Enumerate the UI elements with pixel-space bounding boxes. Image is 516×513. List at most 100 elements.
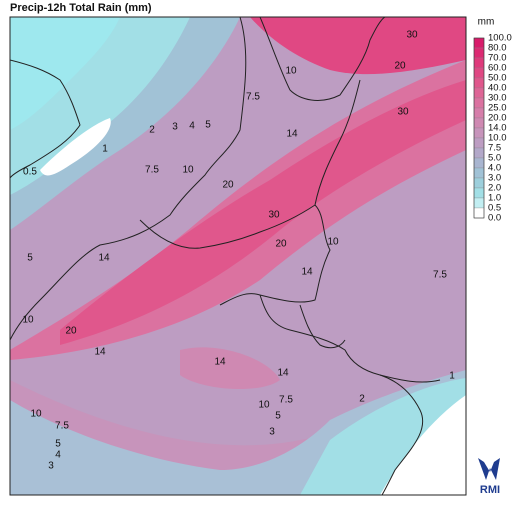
contour-label: 10: [22, 315, 34, 326]
wet-patch: [180, 347, 280, 390]
legend-swatch: [473, 157, 485, 169]
coastline: [259, 17, 386, 101]
contour-label: 20: [65, 326, 77, 337]
legend-swatch: [473, 147, 485, 159]
border: [139, 204, 331, 306]
coastline: [10, 17, 247, 341]
contour-label: 7.5: [246, 92, 260, 103]
contour-label: 14: [98, 253, 110, 264]
legend-label: 1.0: [488, 193, 501, 204]
contour-label: 7.5: [279, 395, 293, 406]
contour-label: 20: [222, 180, 234, 191]
contour-label: 14: [277, 368, 289, 379]
legend-label: 4.0: [488, 163, 501, 174]
contour-label: 2: [359, 394, 365, 405]
legend-label: 60.0: [488, 63, 507, 74]
legend-swatch: [473, 57, 485, 69]
contour-label: 1: [102, 144, 108, 155]
legend-swatch: [473, 47, 485, 59]
legend-swatch: [473, 107, 485, 119]
legend-label: 25.0: [488, 103, 507, 114]
legend-label: 100.0: [488, 33, 512, 44]
border: [259, 294, 441, 383]
title: Precip-12h Total Rain (mm): [10, 2, 152, 14]
legend-label: 5.0: [488, 153, 501, 164]
legend-label: 3.0: [488, 173, 501, 184]
legend-swatch: [473, 87, 485, 99]
map: [10, 17, 466, 495]
contour-label: 20: [275, 239, 287, 250]
legend-swatch: [473, 177, 485, 189]
map-frame: [9, 16, 467, 496]
border: [379, 374, 424, 495]
contour-label: 4: [55, 450, 61, 461]
border: [314, 79, 361, 206]
legend-swatch: [473, 97, 485, 109]
contour-label: 5: [27, 253, 33, 264]
border: [299, 304, 346, 349]
contour-label: 7.5: [433, 270, 447, 281]
contour-label: 14: [301, 267, 313, 278]
logo-text: RMI: [480, 484, 500, 496]
wet-core: [60, 80, 466, 345]
legend-label: 0.0: [488, 213, 501, 224]
legend-label: 0.5: [488, 203, 501, 214]
legend-label: 80.0: [488, 43, 507, 54]
contour-label: 10: [285, 66, 297, 77]
contour-label: 10: [182, 165, 194, 176]
contour-label: 30: [397, 107, 409, 118]
wet-core: [250, 17, 466, 75]
legend-swatch: [473, 117, 485, 129]
legend-label: 2.0: [488, 183, 501, 194]
contour-label: 14: [286, 129, 298, 140]
contour-label: 14: [94, 347, 106, 358]
legend-label: 30.0: [488, 93, 507, 104]
legend-swatch: [473, 207, 485, 219]
legend-swatch: [473, 167, 485, 179]
legend-unit: mm: [478, 17, 495, 28]
legend-label: 14.0: [488, 123, 507, 134]
legend-swatch: [473, 137, 485, 149]
contour-label: 30: [268, 210, 280, 221]
contour-label: 30: [406, 30, 418, 41]
dry-area: [380, 395, 466, 495]
contour-label: 0.5: [23, 167, 37, 178]
legend-label: 20.0: [488, 113, 507, 124]
logo-mark: [478, 458, 500, 480]
contour-label: 5: [55, 439, 61, 450]
contour-label: 14: [214, 357, 226, 368]
legend: 100.080.070.060.050.040.030.025.020.014.…: [473, 33, 512, 224]
logo: RMI: [478, 458, 500, 496]
contour-label: 10: [258, 400, 270, 411]
contour-label: 2: [149, 125, 155, 136]
legend-label: 7.5: [488, 143, 501, 154]
legend-swatch: [473, 127, 485, 139]
legend-swatch: [473, 77, 485, 89]
contour-label: 10: [30, 409, 42, 420]
legend-frame: [473, 37, 485, 219]
contour-label: 20: [394, 61, 406, 72]
legend-label: 70.0: [488, 53, 507, 64]
contour-label: 3: [269, 427, 275, 438]
legend-swatch: [473, 67, 485, 79]
coastline: [10, 59, 81, 179]
legend-swatch: [473, 197, 485, 209]
legend-swatch: [473, 37, 485, 49]
legend-label: 10.0: [488, 133, 507, 144]
contour-label: 7.5: [55, 421, 69, 432]
contour-label: 5: [205, 120, 211, 131]
legend-swatch: [473, 187, 485, 199]
legend-label: 40.0: [488, 83, 507, 94]
contour-label: 10: [327, 237, 339, 248]
contour-label: 7.5: [145, 165, 159, 176]
contour-label: 3: [172, 122, 178, 133]
contour-label: 4: [189, 121, 195, 132]
contour-label: 3: [48, 461, 54, 472]
low-field: [10, 17, 120, 130]
contour-label: 1: [449, 371, 455, 382]
dry-area: [40, 118, 111, 176]
contour-label: 5: [275, 411, 281, 422]
legend-label: 50.0: [488, 73, 507, 84]
